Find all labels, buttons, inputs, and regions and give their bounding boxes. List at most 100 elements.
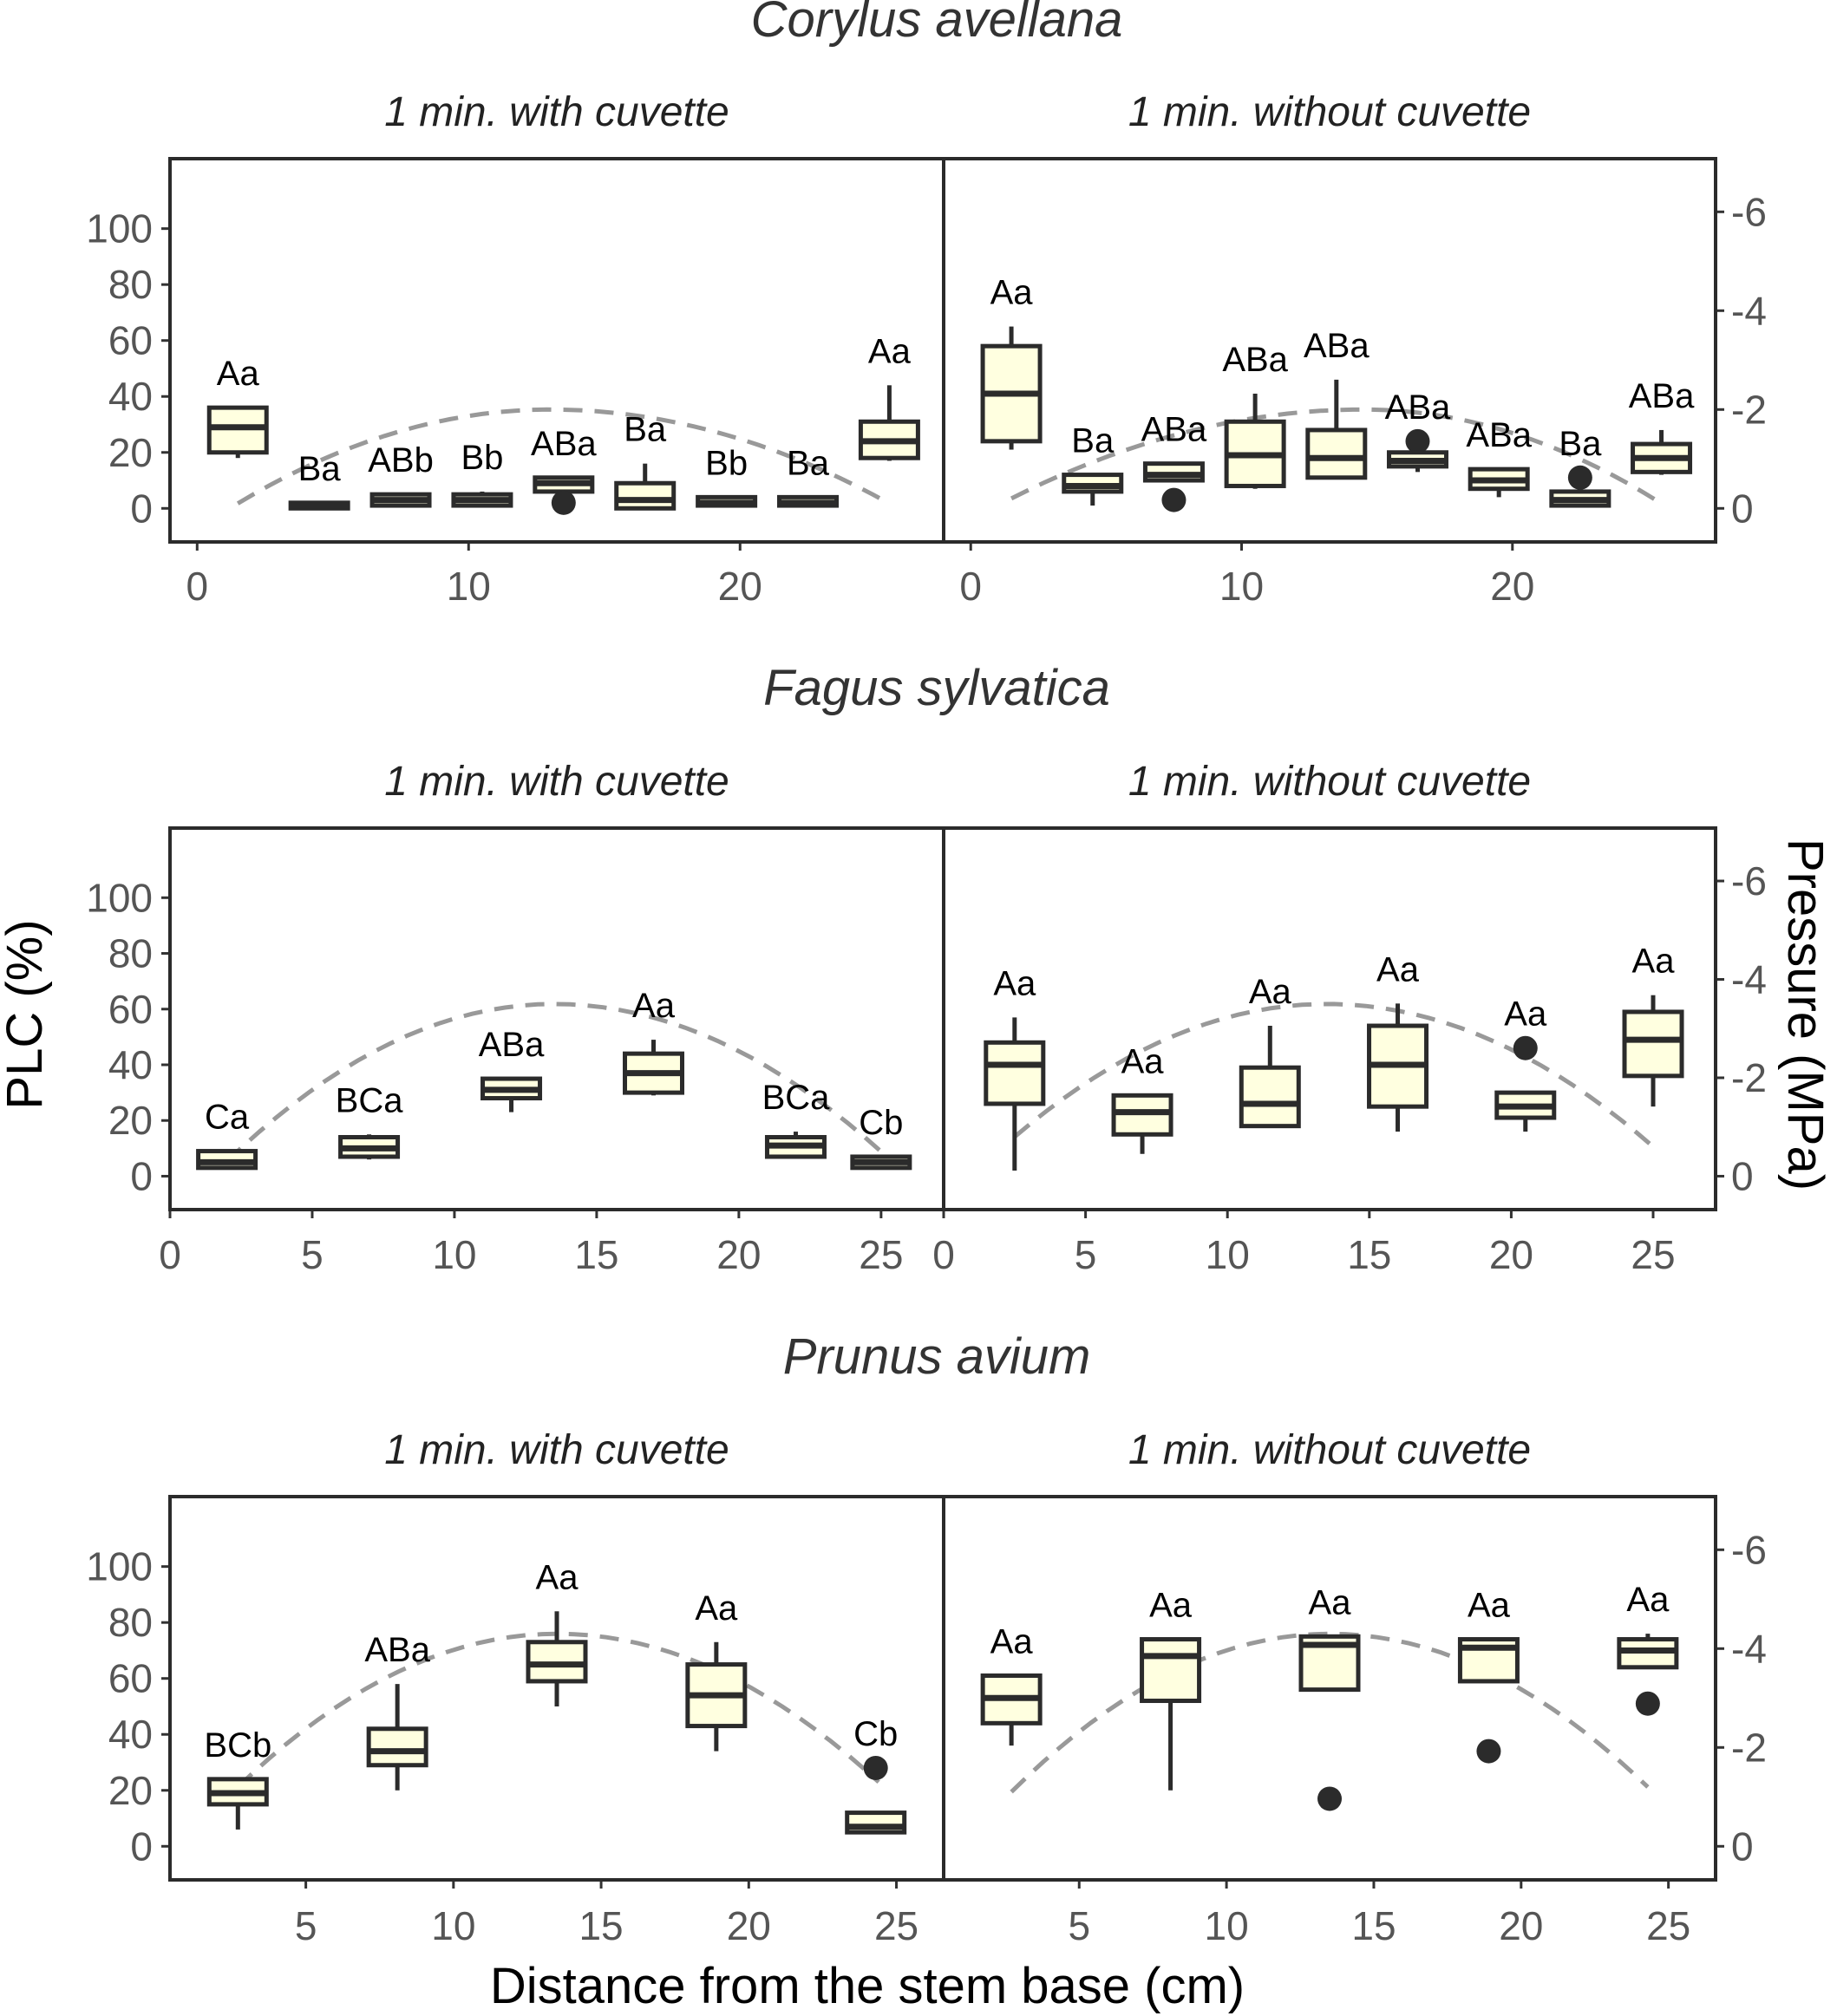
significance-label: ABa — [479, 1026, 545, 1064]
panel-frame — [168, 826, 945, 1211]
box-group: Aa — [206, 355, 269, 459]
box-group: Aa — [984, 964, 1046, 1171]
x-tick-label: 20 — [1490, 564, 1534, 609]
y2-tick-label: 0 — [1731, 1824, 1754, 1869]
panel-title: 1 min. with cuvette — [384, 759, 729, 805]
box — [1622, 1009, 1684, 1079]
y-tick-label: 0 — [130, 486, 153, 531]
significance-label: Ba — [1071, 422, 1115, 460]
pressure-curve — [236, 407, 891, 506]
x-tick-label: 20 — [1499, 1903, 1543, 1948]
x-tick-label: 20 — [1489, 1232, 1533, 1277]
significance-label: ABa — [1629, 377, 1695, 415]
panel-title: 1 min. with cuvette — [384, 89, 729, 135]
significance-label: ABa — [1385, 388, 1451, 427]
significance-label: Ba — [298, 450, 342, 488]
y-tick-label: 40 — [108, 374, 153, 419]
y2-tick-label: -4 — [1731, 1626, 1767, 1671]
pressure-curve — [1010, 1631, 1650, 1794]
significance-label: Aa — [1249, 973, 1292, 1011]
panel-title: 1 min. with cuvette — [384, 1427, 729, 1473]
outlier-point — [1161, 487, 1187, 512]
significance-label: Aa — [868, 332, 912, 370]
x-tick-label: 25 — [874, 1903, 918, 1948]
box-group: Aa — [526, 1558, 588, 1706]
pressure-curve — [236, 1631, 880, 1789]
y-tick-label: 20 — [108, 1768, 153, 1813]
panel-title: 1 min. without cuvette — [1128, 759, 1531, 805]
y2-tick-label: 0 — [1731, 486, 1754, 531]
significance-label: Aa — [993, 964, 1036, 1002]
box-group: Aa — [1622, 943, 1684, 1107]
significance-label: Aa — [1468, 1587, 1511, 1625]
box-group: Aa — [1111, 1042, 1173, 1154]
box-group: Ba — [1549, 425, 1611, 508]
panel-frame — [942, 1495, 1717, 1882]
x-tick-label: 15 — [574, 1232, 618, 1277]
box-group: Aa — [1140, 1587, 1202, 1791]
box-group: Aa — [1457, 1587, 1520, 1764]
x-tick-label: 20 — [716, 1232, 761, 1277]
significance-label: Aa — [1149, 1587, 1193, 1625]
box — [984, 1040, 1046, 1106]
x-tick-label: 25 — [1631, 1232, 1675, 1277]
y2-tick-label: -6 — [1731, 1527, 1767, 1572]
species-title: Prunus avium — [783, 1328, 1091, 1385]
y-tick-label: 80 — [108, 931, 153, 976]
x-tick-label: 0 — [932, 1232, 955, 1277]
y-tick-label: 0 — [130, 1824, 153, 1869]
y2-tick-label: -6 — [1731, 189, 1767, 234]
significance-label: ABb — [368, 441, 434, 480]
panel-title: 1 min. without cuvette — [1128, 89, 1531, 135]
y-tick-label: 60 — [108, 987, 153, 1032]
box-group: Ba — [614, 411, 677, 511]
panel-title: 1 min. without cuvette — [1128, 1427, 1531, 1473]
box-group: Aa — [1239, 973, 1301, 1129]
box-group: BCa — [336, 1081, 403, 1160]
box — [1239, 1065, 1301, 1129]
y2-tick-label: -2 — [1731, 1725, 1767, 1770]
y2-tick-label: -6 — [1731, 858, 1767, 904]
box-group: ABa — [1304, 327, 1370, 480]
significance-label: Aa — [1376, 950, 1420, 988]
box-group: Aa — [980, 274, 1043, 450]
significance-label: Ca — [205, 1099, 250, 1137]
x-axis-title: Distance from the stem base (cm) — [490, 1958, 1245, 2014]
x-tick-label: 5 — [295, 1903, 317, 1948]
significance-label: Aa — [1626, 1581, 1670, 1619]
significance-label: Bb — [705, 444, 748, 482]
box-group: Ba — [777, 444, 840, 508]
box-group: Cb — [850, 1104, 912, 1171]
outlier-point — [1317, 1786, 1342, 1811]
x-tick-label: 15 — [1347, 1232, 1391, 1277]
panel-frame — [942, 157, 1717, 544]
box-group: Aa — [623, 987, 684, 1096]
significance-label: Ba — [1559, 425, 1602, 463]
box-group: BCa — [762, 1079, 830, 1159]
x-tick-label: 15 — [579, 1903, 623, 1948]
y-tick-label: 100 — [86, 1544, 153, 1589]
significance-label: ABa — [1466, 416, 1532, 454]
y-tick-label: 60 — [108, 1656, 153, 1701]
significance-label: Aa — [632, 987, 676, 1025]
box-group: Aa — [858, 332, 920, 461]
box-group: ABa — [1629, 377, 1695, 475]
box-group: Aa — [980, 1622, 1043, 1746]
box-group: ABa — [1466, 416, 1533, 498]
y-axis-title-left: PLC (%) — [0, 919, 53, 1109]
significance-label: BCb — [204, 1726, 271, 1765]
box-group: ABb — [368, 441, 434, 508]
y-tick-label: 20 — [108, 1098, 153, 1143]
y2-tick-label: -2 — [1731, 387, 1767, 432]
box-group: Aa — [1367, 950, 1429, 1132]
significance-label: Aa — [1121, 1042, 1165, 1080]
y2-tick-label: -4 — [1731, 288, 1767, 333]
significance-label: Aa — [990, 274, 1034, 312]
box-group: Bb — [451, 439, 513, 508]
panel: 1 min. without cuvette Aa Ba ABa ABa ABa ABa AB… — [942, 89, 1717, 609]
significance-label: Cb — [859, 1104, 903, 1142]
panel: 1 min. with cuvette Aa Ba ABb Bb ABa Ba Bb Ba Aa 0… — [168, 89, 945, 609]
